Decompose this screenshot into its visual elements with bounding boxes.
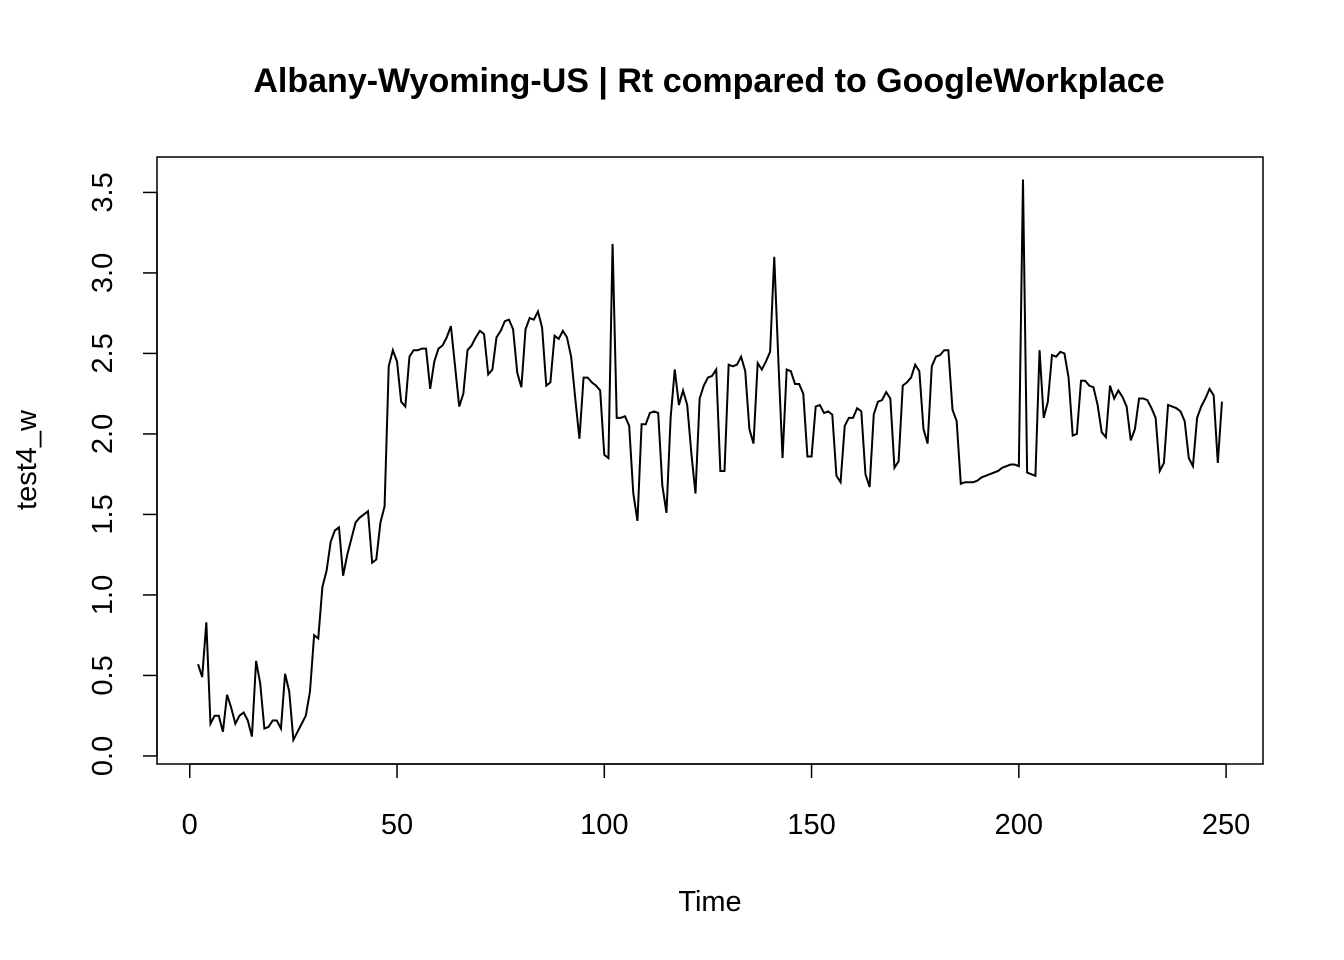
plot-frame (156, 156, 1264, 765)
y-axis: 0.0 0.5 1.0 1.5 2.0 2.5 3.0 3.5 (87, 172, 158, 776)
data-series (197, 179, 1223, 744)
y-axis-label: test4_w (11, 409, 43, 510)
y-tick-label: 0.5 (87, 655, 119, 695)
y-tick-label: 3.0 (87, 253, 119, 293)
y-tick-label: 1.0 (87, 575, 119, 615)
y-tick-label: 3.5 (87, 172, 119, 212)
x-tick-label: 250 (1202, 809, 1250, 841)
x-tick-label: 100 (580, 809, 628, 841)
chart-title: Albany-Wyoming-US | Rt compared to Googl… (253, 62, 1164, 100)
x-tick-label: 150 (787, 809, 835, 841)
y-tick-label: 2.5 (87, 333, 119, 373)
y-tick-label: 1.5 (87, 494, 119, 534)
series-line (197, 179, 1223, 744)
x-tick-label: 0 (182, 809, 198, 841)
x-axis: 0 50 100 150 200 250 (182, 763, 1250, 841)
x-axis-label: Time (678, 886, 741, 918)
x-tick-label: 200 (995, 809, 1043, 841)
x-tick-label: 50 (381, 809, 413, 841)
y-tick-label: 0.0 (87, 736, 119, 776)
y-tick-label: 2.0 (87, 414, 119, 454)
